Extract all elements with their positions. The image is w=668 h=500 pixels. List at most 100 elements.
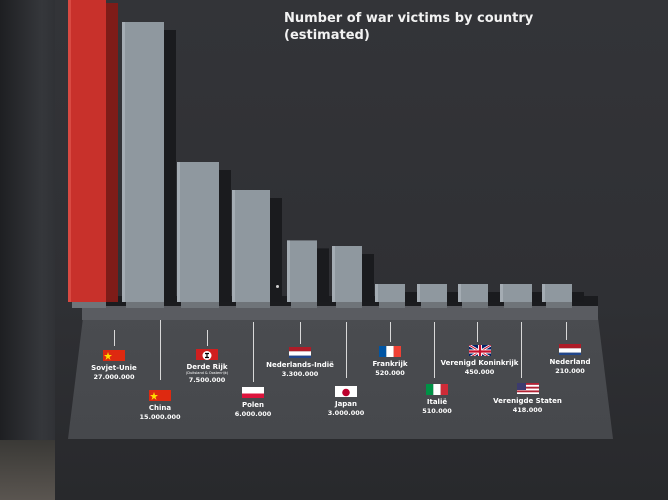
bar-stand <box>421 302 447 308</box>
leader-line <box>390 322 391 342</box>
usa-flag-icon <box>516 381 539 394</box>
bar-shadow <box>317 248 329 302</box>
label-japan: Japan 3.000.000 <box>306 384 386 417</box>
china-flag-icon <box>103 348 125 361</box>
leader-line <box>521 322 522 378</box>
victim-count: 6.000.000 <box>234 410 272 418</box>
bar-shadow <box>164 30 176 302</box>
label-italie: Italië 510.000 <box>397 382 477 415</box>
bar-shadow <box>362 254 374 302</box>
bar-stand <box>546 302 572 308</box>
bar-shadow <box>572 292 584 302</box>
label-base-top <box>82 306 598 320</box>
label-sovjet-unie: Sovjet-Unie 27.000.000 <box>74 348 154 381</box>
country-name: Italië <box>426 398 448 406</box>
bar-shadow <box>270 198 282 302</box>
poland-flag-icon <box>242 385 264 398</box>
victim-count: 520.000 <box>375 369 405 377</box>
victim-count: 210.000 <box>555 367 585 375</box>
label-verenigde-staten: Verenigde Staten 418.000 <box>480 381 575 414</box>
label-derde-rijk: Derde Rijk (Duitsland & Oostenrijk) 7.50… <box>167 347 247 384</box>
chart-title-line1: Number of war victims by country <box>284 11 534 26</box>
bar-nederlands-indi- <box>287 240 317 302</box>
label-base <box>68 307 613 439</box>
label-nederland: Nederland 210.000 <box>530 342 610 375</box>
victim-count: 450.000 <box>464 368 495 376</box>
bar-shadow <box>106 3 118 302</box>
bar-edge <box>458 284 461 302</box>
italy-flag-icon <box>426 382 448 395</box>
bar-stand <box>72 302 106 308</box>
bar-frankrijk <box>375 284 405 302</box>
bar-edge <box>122 22 125 302</box>
bar-stand <box>181 302 219 308</box>
victim-count: 27.000.000 <box>93 373 135 381</box>
victim-count: 510.000 <box>422 407 452 415</box>
bar-nederland <box>542 284 572 302</box>
leader-line <box>300 322 301 344</box>
label-china: China 15.000.000 <box>120 388 200 421</box>
decorative-pin <box>276 285 279 288</box>
leader-line <box>477 322 478 342</box>
bar-edge <box>542 284 545 302</box>
bar-stand <box>379 302 405 308</box>
country-name: Derde Rijk <box>186 363 228 371</box>
bar-verenigd-koninkrijk <box>458 284 488 302</box>
bar-edge <box>500 284 503 302</box>
bar-stand <box>126 302 164 308</box>
bar-itali- <box>417 284 447 302</box>
leader-line <box>160 320 161 380</box>
netherlands-flag-icon <box>289 345 311 358</box>
label-frankrijk: Frankrijk 520.000 <box>350 344 430 377</box>
bar-shadow <box>447 292 459 302</box>
country-name: Nederlands-Indië <box>266 361 334 369</box>
leader-line <box>566 322 567 340</box>
bar-japan <box>332 246 362 302</box>
bar-stand <box>236 302 270 308</box>
leader-line <box>346 322 347 378</box>
bar-edge <box>287 240 290 302</box>
country-name: Polen <box>241 401 265 409</box>
country-name: Sovjet-Unie <box>91 364 137 372</box>
bar-stand <box>336 302 362 308</box>
bar-edge <box>332 246 335 302</box>
bar-edge <box>177 162 180 302</box>
victim-count: 7.500.000 <box>188 376 226 384</box>
bar-polen <box>232 190 270 302</box>
uk-flag-icon <box>468 343 491 356</box>
country-name: China <box>148 404 172 412</box>
bar-shadow <box>532 292 544 302</box>
victim-count: 3.300.000 <box>281 370 319 378</box>
country-name: Nederland <box>549 358 591 366</box>
country-name: Verenigde Staten <box>493 397 562 405</box>
bar-edge <box>375 284 378 302</box>
leader-line <box>114 330 115 346</box>
victim-count: 15.000.000 <box>139 413 181 421</box>
bar-china <box>122 22 164 302</box>
leader-line <box>207 330 208 346</box>
bar-derde-rijk <box>177 162 219 302</box>
bar-stand <box>462 302 488 308</box>
country-sublabel: (Duitsland & Oostenrijk) <box>185 371 229 375</box>
bar-edge <box>232 190 235 302</box>
third-reich-flag-icon <box>196 347 218 360</box>
bar-shadow <box>488 292 500 302</box>
chart-title-line2: (estimated) <box>284 28 370 43</box>
bar-stand <box>504 302 532 308</box>
japan-flag-icon <box>335 384 357 397</box>
country-name: Japan <box>334 400 358 408</box>
china-flag-icon <box>149 388 171 401</box>
label-nederlands-indie: Nederlands-Indië 3.300.000 <box>255 345 345 378</box>
bar-verenigde-staten <box>500 284 532 302</box>
bar-stand <box>291 302 317 308</box>
france-flag-icon <box>379 344 401 357</box>
country-name: Verenigd Koninkrijk <box>440 359 519 367</box>
victim-count: 418.000 <box>512 406 543 414</box>
label-verenigd-koninkrijk: Verenigd Koninkrijk 450.000 <box>432 343 527 376</box>
label-polen: Polen 6.000.000 <box>213 385 293 418</box>
victim-count: 3.000.000 <box>327 409 365 417</box>
leader-line <box>434 322 435 378</box>
country-name: Frankrijk <box>372 360 408 368</box>
chart-title: Number of war victims by country (estima… <box>284 10 544 44</box>
